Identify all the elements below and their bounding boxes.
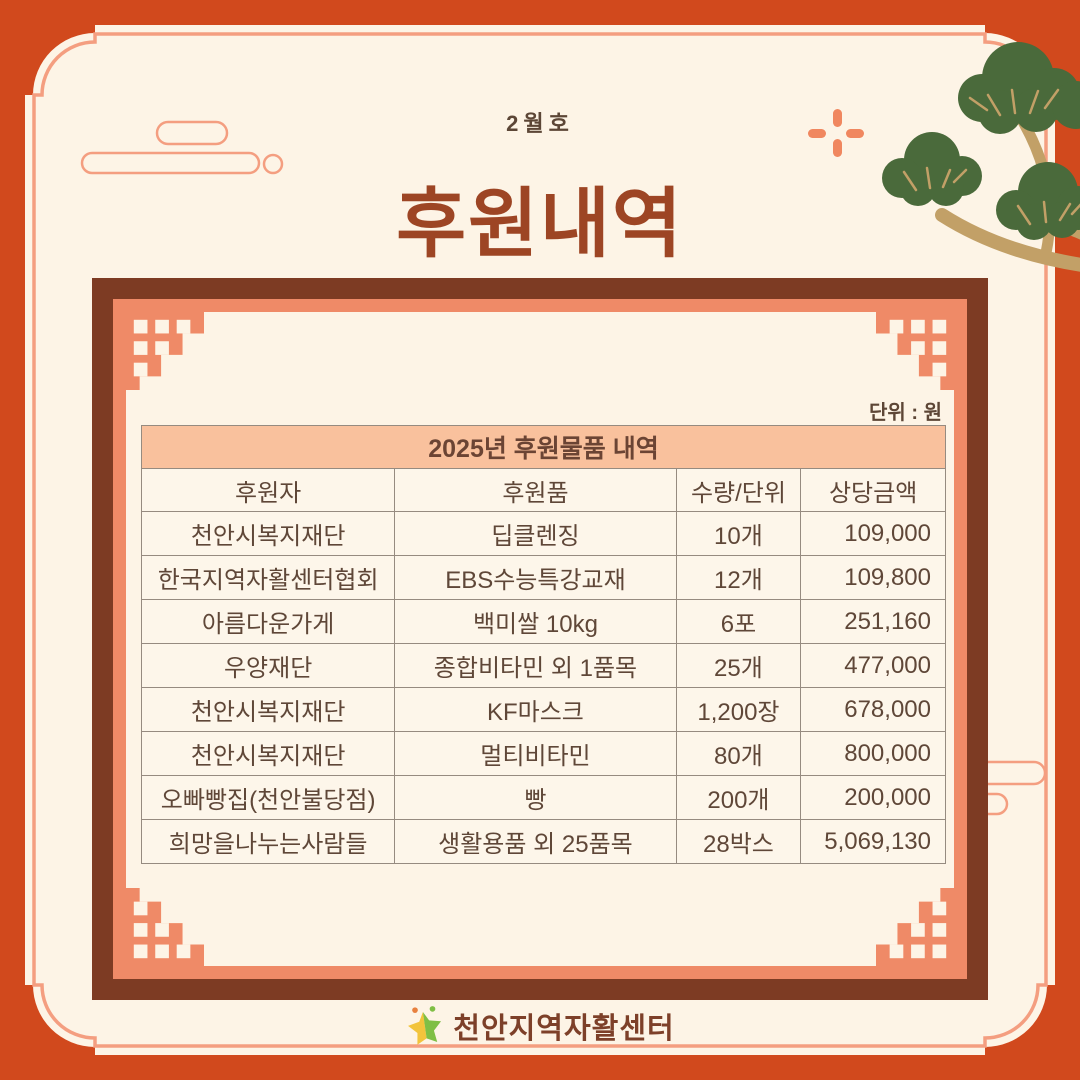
cell-donor: 아름다운가게 — [140, 599, 396, 644]
cell-donor: 희망을나누는사람들 — [140, 819, 396, 864]
table-row: 우양재단 종합비타민 외 1품목 25개 477,000 — [140, 643, 946, 688]
cell-qty: 6포 — [675, 599, 802, 644]
table-row: 천안시복지재단 멀티비타민 80개 800,000 — [140, 731, 946, 776]
table-row: 희망을나누는사람들 생활용품 외 25품목 28박스 5,069,130 — [140, 819, 946, 864]
org-logo-icon — [408, 1006, 442, 1045]
col-header-item: 후원품 — [394, 468, 677, 512]
table-row: 천안시복지재단 딥클렌징 10개 109,000 — [140, 511, 946, 556]
org-name: 천안지역자활센터 — [453, 1013, 675, 1045]
lattice-corner-icon — [126, 888, 204, 966]
cell-item: 종합비타민 외 1품목 — [394, 643, 677, 688]
donation-table: 2025년 후원물품 내역 후원자 후원품 수량/단위 상당금액 천안시복지재단… — [140, 425, 946, 864]
cell-amount: 109,800 — [800, 555, 946, 600]
donation-table-panel: 단위 : 원 2025년 후원물품 내역 후원자 후원품 수량/단위 상당금액 — [92, 278, 988, 1000]
cell-amount: 251,160 — [800, 599, 946, 644]
cell-donor: 우양재단 — [140, 643, 396, 688]
unit-label: 단위 : 원 — [869, 402, 942, 424]
cell-item: 멀티비타민 — [394, 731, 677, 776]
issue-label: 2월호 — [506, 111, 574, 136]
table-row: 한국지역자활센터협회 EBS수능특강교재 12개 109,800 — [140, 555, 946, 600]
col-header-amount: 상당금액 — [800, 468, 946, 512]
cell-amount: 5,069,130 — [800, 819, 946, 864]
cell-qty: 25개 — [675, 643, 802, 688]
pine-tree-icon — [882, 42, 1080, 272]
cell-item: KF마스크 — [394, 687, 677, 732]
cell-donor: 한국지역자활센터협회 — [140, 555, 396, 600]
cell-amount: 800,000 — [800, 731, 946, 776]
lattice-corner-icon — [876, 888, 954, 966]
table-row: 아름다운가게 백미쌀 10kg 6포 251,160 — [140, 599, 946, 644]
cell-item: 딥클렌징 — [394, 511, 677, 556]
col-header-donor: 후원자 — [140, 468, 396, 512]
cell-qty: 200개 — [675, 775, 802, 820]
table-title-row: 2025년 후원물품 내역 — [141, 425, 946, 469]
cell-donor: 천안시복지재단 — [140, 511, 396, 556]
pine-needles — [902, 88, 1080, 226]
cloud-outline-top-left — [80, 120, 284, 175]
plus-sparkle-icon — [808, 109, 864, 157]
cell-amount: 200,000 — [800, 775, 946, 820]
cell-donor: 천안시복지재단 — [140, 687, 396, 732]
panel-inner-border: 단위 : 원 2025년 후원물품 내역 후원자 후원품 수량/단위 상당금액 — [113, 299, 967, 979]
table-header-row: 후원자 후원품 수량/단위 상당금액 — [140, 468, 946, 512]
panel-content: 단위 : 원 2025년 후원물품 내역 후원자 후원품 수량/단위 상당금액 — [126, 312, 954, 966]
cell-donor: 천안시복지재단 — [140, 731, 396, 776]
cell-amount: 477,000 — [800, 643, 946, 688]
cell-qty: 80개 — [675, 731, 802, 776]
col-header-qty: 수량/단위 — [675, 468, 802, 512]
cell-amount: 109,000 — [800, 511, 946, 556]
page-title: 후원내역 — [396, 182, 684, 267]
cell-item: 백미쌀 10kg — [394, 599, 677, 644]
lattice-corner-icon — [126, 312, 204, 390]
cell-qty: 12개 — [675, 555, 802, 600]
cell-qty: 10개 — [675, 511, 802, 556]
footer: 천안지역자활센터 — [0, 1001, 1080, 1051]
cell-amount: 678,000 — [800, 687, 946, 732]
table-row: 천안시복지재단 KF마스크 1,200장 678,000 — [140, 687, 946, 732]
lattice-corner-icon — [876, 312, 954, 390]
cell-item: EBS수능특강교재 — [394, 555, 677, 600]
cell-qty: 1,200장 — [675, 687, 802, 732]
table-title: 2025년 후원물품 내역 — [141, 425, 946, 469]
cell-item: 생활용품 외 25품목 — [394, 819, 677, 864]
cell-item: 빵 — [394, 775, 677, 820]
table-row: 오빠빵집(천안불당점) 빵 200개 200,000 — [140, 775, 946, 820]
cell-donor: 오빠빵집(천안불당점) — [140, 775, 396, 820]
cell-qty: 28박스 — [675, 819, 802, 864]
